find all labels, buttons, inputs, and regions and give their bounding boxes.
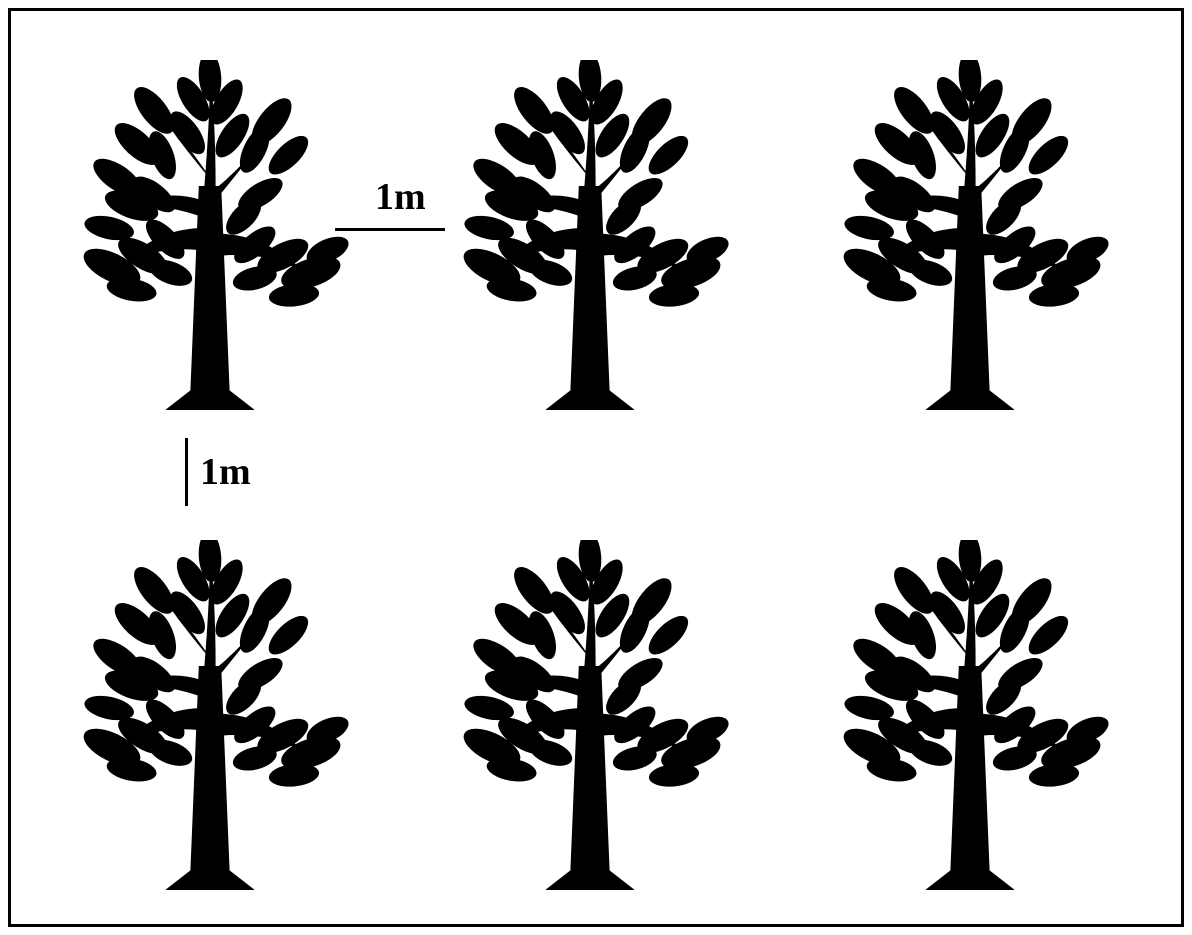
horizontal-spacing-line xyxy=(335,228,445,231)
tree-icon xyxy=(70,540,350,890)
tree-icon xyxy=(830,60,1110,410)
vertical-spacing-label: 1m xyxy=(200,450,251,494)
tree-icon xyxy=(450,540,730,890)
tree-icon xyxy=(830,540,1110,890)
horizontal-spacing-label: 1m xyxy=(375,175,426,219)
vertical-spacing-line xyxy=(185,438,188,506)
tree-icon xyxy=(70,60,350,410)
tree-icon xyxy=(450,60,730,410)
